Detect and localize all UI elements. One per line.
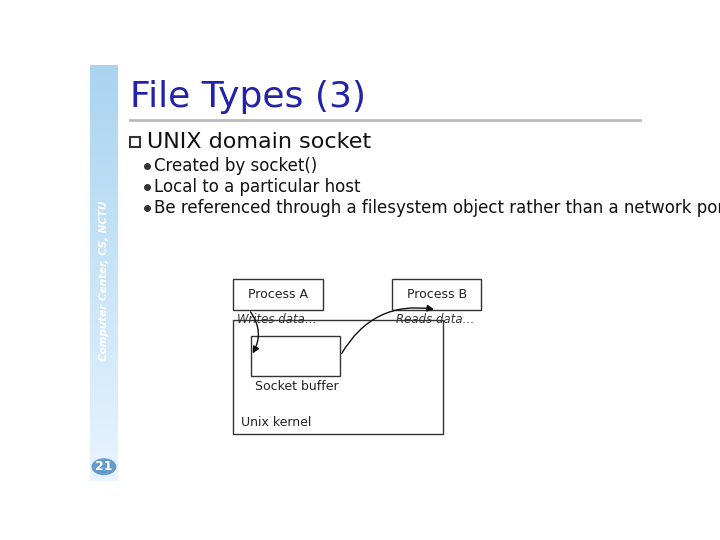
Bar [233,320,443,434]
Text: Be referenced through a filesystem object rather than a network port: Be referenced through a filesystem objec… [153,199,720,217]
Text: Computer Center, CS, NCTU: Computer Center, CS, NCTU [99,200,109,361]
Text: Socket buffer: Socket buffer [255,380,338,393]
Ellipse shape [91,458,117,475]
Text: UNIX domain socket: UNIX domain socket [147,132,371,152]
Text: Process A: Process A [248,288,308,301]
Bar [392,279,482,309]
Text: Unix kernel: Unix kernel [241,416,312,429]
Text: Created by socket(): Created by socket() [153,158,317,176]
Bar [130,137,140,147]
Bar [233,279,323,309]
Text: Process B: Process B [407,288,467,301]
Text: 21: 21 [95,460,113,473]
Bar [251,336,341,376]
Text: Reads data…: Reads data… [396,313,474,326]
Text: Writes data…: Writes data… [238,313,317,326]
Text: Local to a particular host: Local to a particular host [153,178,360,196]
Text: File Types (3): File Types (3) [130,80,366,114]
